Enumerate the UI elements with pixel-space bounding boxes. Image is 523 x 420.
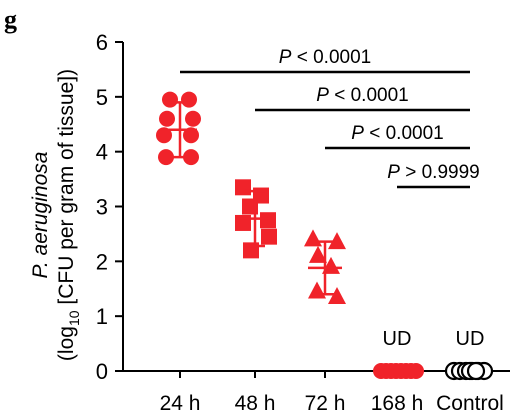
y-tick-label: 6 <box>96 30 108 55</box>
y-tick-label: 5 <box>96 85 108 110</box>
data-point <box>156 127 172 144</box>
group-24-h <box>156 91 201 166</box>
data-marks: UD UD <box>156 91 494 381</box>
y-axis-title-units: (log10 [CFU per gram of tissue]) <box>55 69 82 361</box>
data-point <box>308 281 326 299</box>
p-value-label: P < 0.0001 <box>279 47 371 68</box>
data-point <box>159 110 175 127</box>
data-point <box>158 149 174 166</box>
y-tick-label: 0 <box>96 359 108 384</box>
y-tick-label: 3 <box>96 195 108 220</box>
data-point <box>466 361 486 381</box>
p-value-label: P > 0.9999 <box>387 162 479 183</box>
y-axis-title: P. aeruginosa (log10 [CFU per gram of ti… <box>29 69 82 361</box>
p-value-label: P < 0.0001 <box>351 123 443 144</box>
x-tick-label: 168 h <box>371 392 424 415</box>
group-48-h <box>235 179 277 259</box>
data-point <box>309 245 327 263</box>
group-168-h: UD <box>373 328 424 379</box>
undetected-label: UD <box>456 328 485 350</box>
p-value-label: P < 0.0001 <box>316 85 408 106</box>
group-72-h <box>304 229 346 304</box>
data-point <box>162 91 178 108</box>
x-tick-label: 24 h <box>160 392 201 415</box>
data-point <box>322 256 340 274</box>
axes: 0 1 2 3 4 5 6 24 h 48 h 72 h 168 h Control <box>96 30 510 415</box>
data-point <box>181 91 197 108</box>
group-control: UD <box>444 328 494 381</box>
data-point <box>328 286 346 304</box>
x-tick-label: 48 h <box>235 392 276 415</box>
data-point <box>261 228 277 245</box>
y-tick-label: 1 <box>96 304 108 329</box>
data-point <box>260 212 276 229</box>
data-point <box>304 229 322 247</box>
x-tick-label: 72 h <box>305 392 346 415</box>
undetected-label: UD <box>383 328 412 350</box>
x-tick-label: Control <box>436 392 504 415</box>
panel-letter: g <box>4 5 17 34</box>
data-point <box>235 179 251 196</box>
data-point <box>183 127 199 144</box>
data-point <box>328 232 346 250</box>
significance-bars: P < 0.0001 P < 0.0001 P < 0.0001 P > 0.9999 <box>180 47 480 189</box>
data-point <box>185 110 201 127</box>
y-tick-label: 4 <box>96 140 108 165</box>
y-axis-title-organism: P. aeruginosa <box>29 152 52 279</box>
data-point <box>408 363 424 379</box>
y-tick-label: 2 <box>96 249 108 274</box>
data-point <box>183 149 199 166</box>
